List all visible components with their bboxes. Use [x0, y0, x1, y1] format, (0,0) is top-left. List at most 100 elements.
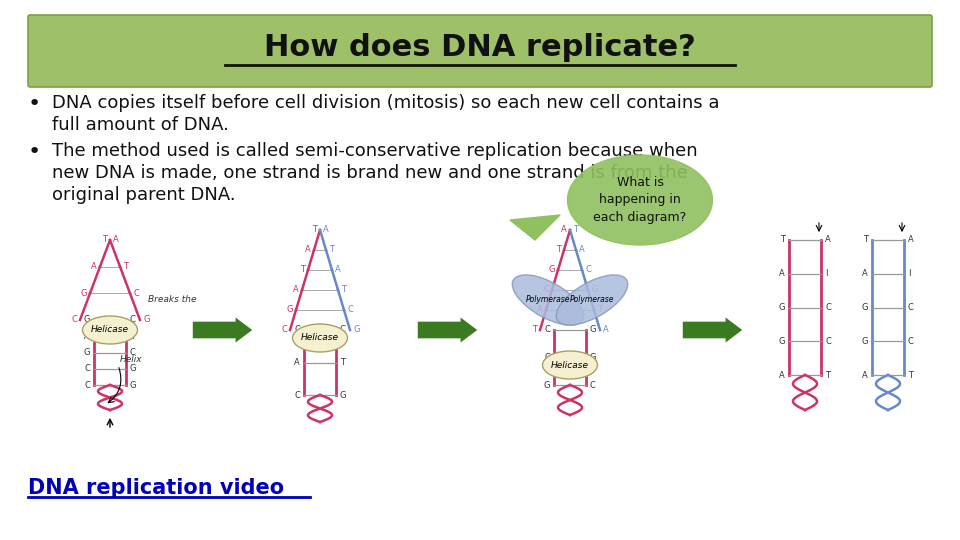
- Text: A: A: [91, 262, 97, 271]
- Text: A: A: [305, 246, 311, 254]
- FancyBboxPatch shape: [28, 15, 932, 87]
- Text: T: T: [300, 266, 305, 274]
- Text: G: G: [130, 364, 136, 373]
- Text: G: G: [779, 303, 785, 312]
- Text: T: T: [329, 246, 334, 254]
- Polygon shape: [510, 215, 560, 240]
- Ellipse shape: [556, 275, 628, 325]
- Text: I: I: [825, 269, 828, 278]
- Text: DNA replication video: DNA replication video: [28, 478, 284, 498]
- Text: Helicase: Helicase: [301, 334, 339, 342]
- Text: full amount of DNA.: full amount of DNA.: [52, 116, 228, 134]
- Text: G: G: [286, 306, 293, 314]
- Text: T: T: [102, 235, 107, 245]
- Text: C: C: [294, 390, 300, 400]
- Text: A: A: [908, 235, 914, 245]
- Text: G: G: [81, 289, 87, 298]
- Text: T: T: [312, 226, 317, 234]
- Text: C: C: [71, 315, 77, 325]
- Text: G: G: [590, 353, 596, 362]
- Text: G: G: [84, 315, 90, 325]
- Text: C: C: [347, 306, 353, 314]
- Text: Helicase: Helicase: [91, 326, 129, 334]
- Text: •: •: [28, 94, 41, 114]
- FancyArrowPatch shape: [683, 318, 742, 342]
- Text: Polymerase: Polymerase: [526, 295, 570, 305]
- Text: C: C: [544, 353, 550, 362]
- Text: A: A: [84, 332, 90, 341]
- Text: A: A: [862, 269, 868, 278]
- Text: T: T: [825, 370, 830, 380]
- Text: A: A: [335, 266, 341, 274]
- Text: A: A: [603, 326, 609, 334]
- Text: G: G: [543, 381, 550, 389]
- Text: G: G: [591, 286, 597, 294]
- Text: G: G: [84, 348, 90, 357]
- Text: T: T: [123, 262, 128, 271]
- Text: T: T: [532, 326, 537, 334]
- Text: A: A: [295, 358, 300, 367]
- Text: Helix: Helix: [120, 355, 143, 364]
- Text: C: C: [908, 303, 914, 312]
- Ellipse shape: [83, 316, 137, 344]
- Text: G: G: [861, 337, 868, 346]
- Text: A: A: [780, 370, 785, 380]
- Text: A: A: [579, 246, 585, 254]
- Text: C: C: [825, 303, 830, 312]
- Text: A: A: [562, 226, 567, 234]
- Text: C: C: [908, 337, 914, 346]
- Text: C: C: [544, 326, 550, 334]
- Text: C: C: [133, 289, 139, 298]
- Text: A: A: [538, 306, 543, 314]
- Text: T: T: [780, 235, 785, 245]
- Text: G: G: [353, 326, 359, 334]
- Text: What is
happening in
each diagram?: What is happening in each diagram?: [593, 176, 686, 225]
- Text: T: T: [573, 226, 578, 234]
- Text: The method used is called semi-conservative replication because when: The method used is called semi-conservat…: [52, 142, 698, 160]
- Text: •: •: [28, 142, 41, 162]
- Ellipse shape: [293, 324, 348, 352]
- Text: C: C: [543, 286, 549, 294]
- Text: T: T: [908, 370, 913, 380]
- Text: A: A: [862, 370, 868, 380]
- Text: A: A: [323, 226, 328, 234]
- Text: A: A: [293, 286, 299, 294]
- Text: G: G: [143, 315, 150, 325]
- Text: G: G: [130, 381, 136, 389]
- Ellipse shape: [567, 155, 712, 245]
- Text: C: C: [281, 326, 287, 334]
- Ellipse shape: [542, 351, 597, 379]
- Text: T: T: [130, 332, 135, 341]
- Text: A: A: [113, 235, 119, 245]
- Text: new DNA is made, one strand is brand new and one strand is from the: new DNA is made, one strand is brand new…: [52, 164, 687, 182]
- FancyArrowPatch shape: [193, 318, 252, 342]
- Text: I: I: [908, 269, 910, 278]
- Ellipse shape: [513, 275, 584, 325]
- Text: G: G: [779, 337, 785, 346]
- Text: C: C: [590, 381, 596, 389]
- Text: C: C: [130, 315, 136, 325]
- Text: C: C: [294, 326, 300, 334]
- Text: How does DNA replicate?: How does DNA replicate?: [264, 33, 696, 63]
- Text: C: C: [84, 364, 90, 373]
- Text: C: C: [130, 348, 136, 357]
- Text: T: T: [341, 286, 346, 294]
- Text: G: G: [340, 390, 347, 400]
- Text: T: T: [556, 246, 561, 254]
- FancyArrowPatch shape: [418, 318, 477, 342]
- Text: DNA copies itself before cell division (mitosis) so each new cell contains a: DNA copies itself before cell division (…: [52, 94, 719, 112]
- Text: Breaks the: Breaks the: [148, 295, 197, 305]
- Text: T: T: [863, 235, 868, 245]
- Text: A: A: [825, 235, 830, 245]
- Text: G: G: [548, 266, 555, 274]
- Text: C: C: [585, 266, 590, 274]
- Text: Polymerase: Polymerase: [569, 295, 614, 305]
- Text: C: C: [825, 337, 830, 346]
- Text: T: T: [597, 306, 602, 314]
- Text: G: G: [861, 303, 868, 312]
- Text: T: T: [340, 358, 345, 367]
- Text: Helicase: Helicase: [551, 361, 589, 369]
- Text: A: A: [780, 269, 785, 278]
- Text: original parent DNA.: original parent DNA.: [52, 186, 235, 204]
- Text: C: C: [84, 381, 90, 389]
